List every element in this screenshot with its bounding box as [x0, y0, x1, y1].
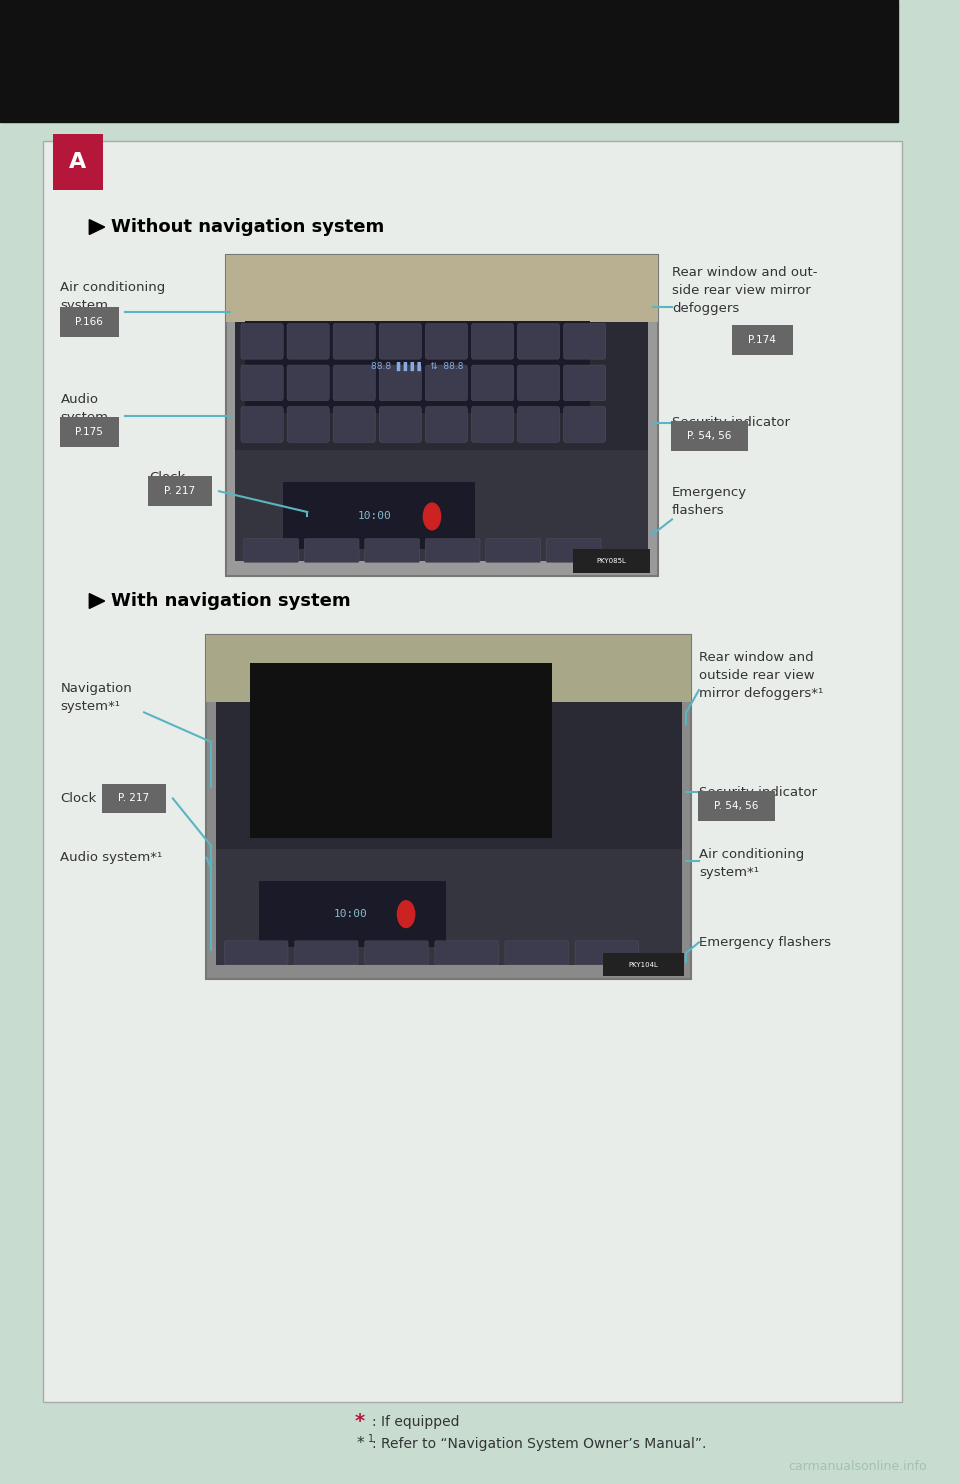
Text: *: *	[356, 1437, 364, 1451]
FancyBboxPatch shape	[206, 635, 691, 702]
FancyBboxPatch shape	[517, 324, 560, 359]
FancyBboxPatch shape	[379, 365, 421, 401]
Text: P. 217: P. 217	[164, 487, 195, 496]
FancyBboxPatch shape	[250, 663, 552, 838]
Text: *: *	[355, 1413, 365, 1431]
FancyBboxPatch shape	[259, 881, 446, 947]
Circle shape	[397, 901, 415, 928]
FancyBboxPatch shape	[43, 141, 902, 1402]
Text: Security indicator: Security indicator	[672, 417, 790, 429]
FancyBboxPatch shape	[241, 365, 283, 401]
FancyBboxPatch shape	[206, 635, 691, 979]
FancyBboxPatch shape	[60, 307, 119, 337]
FancyBboxPatch shape	[283, 482, 475, 549]
FancyBboxPatch shape	[732, 325, 793, 355]
FancyBboxPatch shape	[564, 407, 606, 442]
FancyBboxPatch shape	[564, 324, 606, 359]
FancyBboxPatch shape	[365, 539, 420, 562]
FancyBboxPatch shape	[564, 365, 606, 401]
FancyBboxPatch shape	[365, 941, 428, 965]
FancyBboxPatch shape	[671, 421, 748, 451]
Polygon shape	[89, 594, 105, 608]
Text: P. 54, 56: P. 54, 56	[687, 432, 732, 441]
Text: 1: 1	[368, 1435, 373, 1444]
FancyBboxPatch shape	[435, 941, 498, 965]
FancyBboxPatch shape	[425, 324, 468, 359]
FancyBboxPatch shape	[546, 539, 601, 562]
Text: A: A	[69, 151, 86, 172]
FancyBboxPatch shape	[295, 941, 358, 965]
Text: carmanualsonline.info: carmanualsonline.info	[788, 1460, 926, 1472]
FancyBboxPatch shape	[287, 324, 329, 359]
FancyBboxPatch shape	[60, 417, 119, 447]
Text: P.174: P.174	[748, 335, 777, 344]
FancyBboxPatch shape	[505, 941, 568, 965]
FancyBboxPatch shape	[379, 324, 421, 359]
FancyBboxPatch shape	[471, 324, 514, 359]
FancyBboxPatch shape	[425, 407, 468, 442]
FancyBboxPatch shape	[333, 324, 375, 359]
FancyBboxPatch shape	[471, 407, 514, 442]
FancyBboxPatch shape	[225, 941, 288, 965]
FancyBboxPatch shape	[235, 450, 648, 561]
FancyBboxPatch shape	[603, 953, 684, 976]
Text: 10:00: 10:00	[357, 512, 392, 521]
FancyBboxPatch shape	[333, 365, 375, 401]
FancyBboxPatch shape	[53, 134, 103, 190]
Text: Air conditioning
system: Air conditioning system	[60, 282, 166, 312]
FancyBboxPatch shape	[575, 941, 638, 965]
Text: Air conditioning
system*¹: Air conditioning system*¹	[699, 849, 804, 879]
FancyBboxPatch shape	[425, 539, 480, 562]
Text: : Refer to “Navigation System Owner’s Manual”.: : Refer to “Navigation System Owner’s Ma…	[372, 1437, 707, 1451]
FancyBboxPatch shape	[216, 849, 682, 965]
FancyBboxPatch shape	[517, 407, 560, 442]
FancyBboxPatch shape	[517, 365, 560, 401]
FancyBboxPatch shape	[244, 539, 299, 562]
Text: Security indicator: Security indicator	[699, 787, 817, 798]
FancyBboxPatch shape	[471, 365, 514, 401]
Text: : If equipped: : If equipped	[372, 1414, 460, 1429]
FancyBboxPatch shape	[245, 321, 590, 413]
FancyBboxPatch shape	[235, 322, 648, 561]
FancyBboxPatch shape	[287, 407, 329, 442]
Text: Rear window and out-
side rear view mirror
defoggers: Rear window and out- side rear view mirr…	[672, 266, 818, 316]
Text: P. 217: P. 217	[118, 794, 149, 803]
FancyBboxPatch shape	[148, 476, 212, 506]
FancyBboxPatch shape	[698, 791, 775, 821]
FancyBboxPatch shape	[573, 549, 650, 573]
Text: Audio system*¹: Audio system*¹	[60, 852, 163, 864]
Text: Emergency
flashers: Emergency flashers	[672, 487, 747, 516]
FancyBboxPatch shape	[287, 365, 329, 401]
Text: 10:00: 10:00	[333, 910, 368, 919]
FancyBboxPatch shape	[216, 702, 682, 965]
FancyBboxPatch shape	[425, 365, 468, 401]
FancyBboxPatch shape	[226, 255, 658, 576]
Text: Clock: Clock	[60, 792, 97, 804]
FancyBboxPatch shape	[226, 255, 658, 322]
Text: P.166: P.166	[75, 318, 104, 326]
FancyBboxPatch shape	[333, 407, 375, 442]
Circle shape	[423, 503, 441, 530]
FancyBboxPatch shape	[102, 784, 166, 813]
FancyBboxPatch shape	[379, 407, 421, 442]
Text: With navigation system: With navigation system	[111, 592, 351, 610]
Text: P. 54, 56: P. 54, 56	[714, 801, 758, 810]
FancyBboxPatch shape	[241, 407, 283, 442]
Bar	[0, 0, 898, 122]
Text: Navigation
system*¹: Navigation system*¹	[60, 683, 132, 712]
FancyBboxPatch shape	[241, 324, 283, 359]
Text: PKY085L: PKY085L	[596, 558, 627, 564]
Text: Emergency flashers: Emergency flashers	[699, 936, 830, 948]
Text: Without navigation system: Without navigation system	[111, 218, 385, 236]
Text: 88.8  ▌▌▌▌  ⇅  88.8: 88.8 ▌▌▌▌ ⇅ 88.8	[372, 362, 464, 371]
FancyBboxPatch shape	[486, 539, 540, 562]
FancyBboxPatch shape	[304, 539, 359, 562]
Polygon shape	[89, 220, 105, 234]
Text: Rear window and
outside rear view
mirror defoggers*¹: Rear window and outside rear view mirror…	[699, 650, 823, 700]
Text: PKY104L: PKY104L	[628, 962, 659, 968]
Text: P.175: P.175	[75, 427, 104, 436]
Text: Audio
system: Audio system	[60, 393, 108, 423]
Text: Clock: Clock	[149, 472, 185, 484]
